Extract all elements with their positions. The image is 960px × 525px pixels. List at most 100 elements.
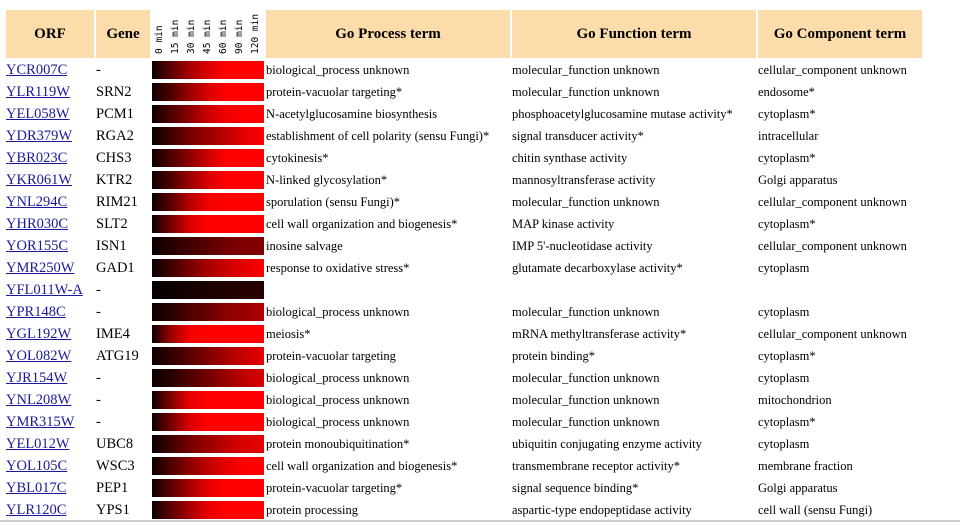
go-process-cell: sporulation (sensu Fungi)* <box>266 194 401 209</box>
orf-cell: YDR379W <box>6 126 94 146</box>
table-row: YMR250W GAD1 response to oxidative stress*… <box>6 258 922 278</box>
orf-link[interactable]: YHR030C <box>6 215 69 232</box>
timepoint-label: 15 min <box>170 19 181 54</box>
orf-cell: YMR250W <box>6 258 94 278</box>
orf-cell: YCR007C <box>6 60 94 80</box>
table-row: YFL011W-A - <box>6 280 922 300</box>
expression-heatmap-bar <box>152 347 264 365</box>
go-function-cell: molecular_function unknown <box>512 414 660 429</box>
bottom-divider <box>0 520 960 522</box>
go-process-cell: biological_process unknown <box>266 414 410 429</box>
expression-heatmap-bar <box>152 479 264 497</box>
expression-heatmap-cell <box>152 104 264 124</box>
orf-link[interactable]: YMR250W <box>6 259 75 276</box>
go-function-cell: glutamate decarboxylase activity* <box>512 260 683 275</box>
gene-cell: - <box>96 303 101 320</box>
go-process-cell: cell wall organization and biogenesis* <box>266 458 458 473</box>
orf-cell: YFL011W-A <box>6 280 94 300</box>
table-header-row: ORF Gene 0 min 15 min 30 min 45 min 60 min 90… <box>6 10 922 58</box>
orf-link[interactable]: YMR315W <box>6 413 75 430</box>
expression-heatmap-cell <box>152 434 264 454</box>
gene-column-header: Gene <box>96 10 150 58</box>
orf-link[interactable]: YLR120C <box>6 501 67 518</box>
go-process-cell: protein-vacuolar targeting <box>266 348 396 363</box>
go-component-cell: cellular_component unknown <box>758 238 907 253</box>
table-row: YNL294C RIM21 sporulation (sensu Fungi)* mo… <box>6 192 922 212</box>
gene-cell: KTR2 <box>96 171 133 188</box>
go-component-cell: membrane fraction <box>758 458 853 473</box>
orf-cell: YMR315W <box>6 412 94 432</box>
expression-heatmap-bar <box>152 215 264 233</box>
gene-cell: SLT2 <box>96 215 128 232</box>
orf-column-header: ORF <box>6 10 94 58</box>
go-process-cell: establishment of cell polarity (sensu Fu… <box>266 128 490 143</box>
orf-cell: YOL105C <box>6 456 94 476</box>
go-component-cell: cytoplasm* <box>758 106 816 121</box>
expression-heatmap-bar <box>152 259 264 277</box>
orf-link[interactable]: YOR155C <box>6 237 69 254</box>
go-function-cell: signal transducer activity* <box>512 128 644 143</box>
table-row: YEL012W UBC8 protein monoubiquitination* ub… <box>6 434 922 454</box>
expression-heatmap-cell <box>152 390 264 410</box>
orf-link[interactable]: YBR023C <box>6 149 68 166</box>
expression-heatmap-cell <box>152 478 264 498</box>
table-row: YMR315W - biological_process unknown molecu… <box>6 412 922 432</box>
orf-link[interactable]: YOL082W <box>6 347 72 364</box>
table-row: YPR148C - biological_process unknown molecu… <box>6 302 922 322</box>
orf-link[interactable]: YJR154W <box>6 369 68 386</box>
go-process-cell: protein-vacuolar targeting* <box>266 480 403 495</box>
orf-cell: YBL017C <box>6 478 94 498</box>
go-process-cell: cell wall organization and biogenesis* <box>266 216 458 231</box>
expression-heatmap-cell <box>152 82 264 102</box>
orf-link[interactable]: YGL192W <box>6 325 72 342</box>
table-row: YOL105C WSC3 cell wall organization and bi… <box>6 456 922 476</box>
expression-heatmap-cell <box>152 192 264 212</box>
orf-link[interactable]: YNL208W <box>6 391 72 408</box>
go-function-cell: molecular_function unknown <box>512 304 660 319</box>
orf-annotation-table: ORF Gene 0 min 15 min 30 min 45 min 60 min 90… <box>4 8 924 522</box>
go-process-cell: meiosis* <box>266 326 311 341</box>
expression-heatmap-bar <box>152 105 264 123</box>
go-function-cell: signal sequence binding* <box>512 480 639 495</box>
expression-heatmap-bar <box>152 281 264 299</box>
orf-cell: YNL294C <box>6 192 94 212</box>
go-function-cell: molecular_function unknown <box>512 84 660 99</box>
orf-link[interactable]: YLR119W <box>6 83 70 100</box>
orf-cell: YOL082W <box>6 346 94 366</box>
gene-cell: YPS1 <box>96 501 130 518</box>
orf-link[interactable]: YCR007C <box>6 61 68 78</box>
expression-heatmap-bar <box>152 61 264 79</box>
orf-link[interactable]: YEL012W <box>6 435 70 452</box>
table-row: YBR023C CHS3 cytokinesis* chitin synthase a… <box>6 148 922 168</box>
expression-heatmap-cell <box>152 324 264 344</box>
expression-heatmap-bar <box>152 83 264 101</box>
orf-link[interactable]: YKR061W <box>6 171 73 188</box>
gene-cell: IME4 <box>96 325 130 342</box>
orf-link[interactable]: YBL017C <box>6 479 67 496</box>
go-component-cell: cellular_component unknown <box>758 194 907 209</box>
go-process-cell: N-linked glycosylation* <box>266 172 388 187</box>
orf-link[interactable]: YOL105C <box>6 457 68 474</box>
go-process-cell: biological_process unknown <box>266 304 410 319</box>
orf-link[interactable]: YPR148C <box>6 303 66 320</box>
go-function-cell <box>512 280 756 300</box>
table-row: YGL192W IME4 meiosis* mRNA methyltransferas… <box>6 324 922 344</box>
expression-heatmap-bar <box>152 325 264 343</box>
orf-link[interactable]: YDR379W <box>6 127 73 144</box>
go-component-cell: mitochondrion <box>758 392 832 407</box>
orf-cell: YGL192W <box>6 324 94 344</box>
go-process-cell: N-acetylglucosamine biosynthesis <box>266 106 438 121</box>
expression-heatmap-bar <box>152 369 264 387</box>
table-row: YEL058W PCM1 N-acetylglucosamine biosynthe… <box>6 104 922 124</box>
go-component-cell <box>758 280 922 300</box>
orf-link[interactable]: YNL294C <box>6 193 68 210</box>
table-row: YLR120C YPS1 protein processing aspartic-ty… <box>6 500 922 520</box>
go-component-cell: Golgi apparatus <box>758 172 838 187</box>
orf-link[interactable]: YEL058W <box>6 105 70 122</box>
go-function-cell: IMP 5'-nucleotidase activity <box>512 238 653 253</box>
go-function-cell: chitin synthase activity <box>512 150 628 165</box>
expression-heatmap-cell <box>152 500 264 520</box>
table-row: YHR030C SLT2 cell wall organization and bi… <box>6 214 922 234</box>
orf-link[interactable]: YFL011W-A <box>6 281 83 298</box>
orf-cell: YEL058W <box>6 104 94 124</box>
